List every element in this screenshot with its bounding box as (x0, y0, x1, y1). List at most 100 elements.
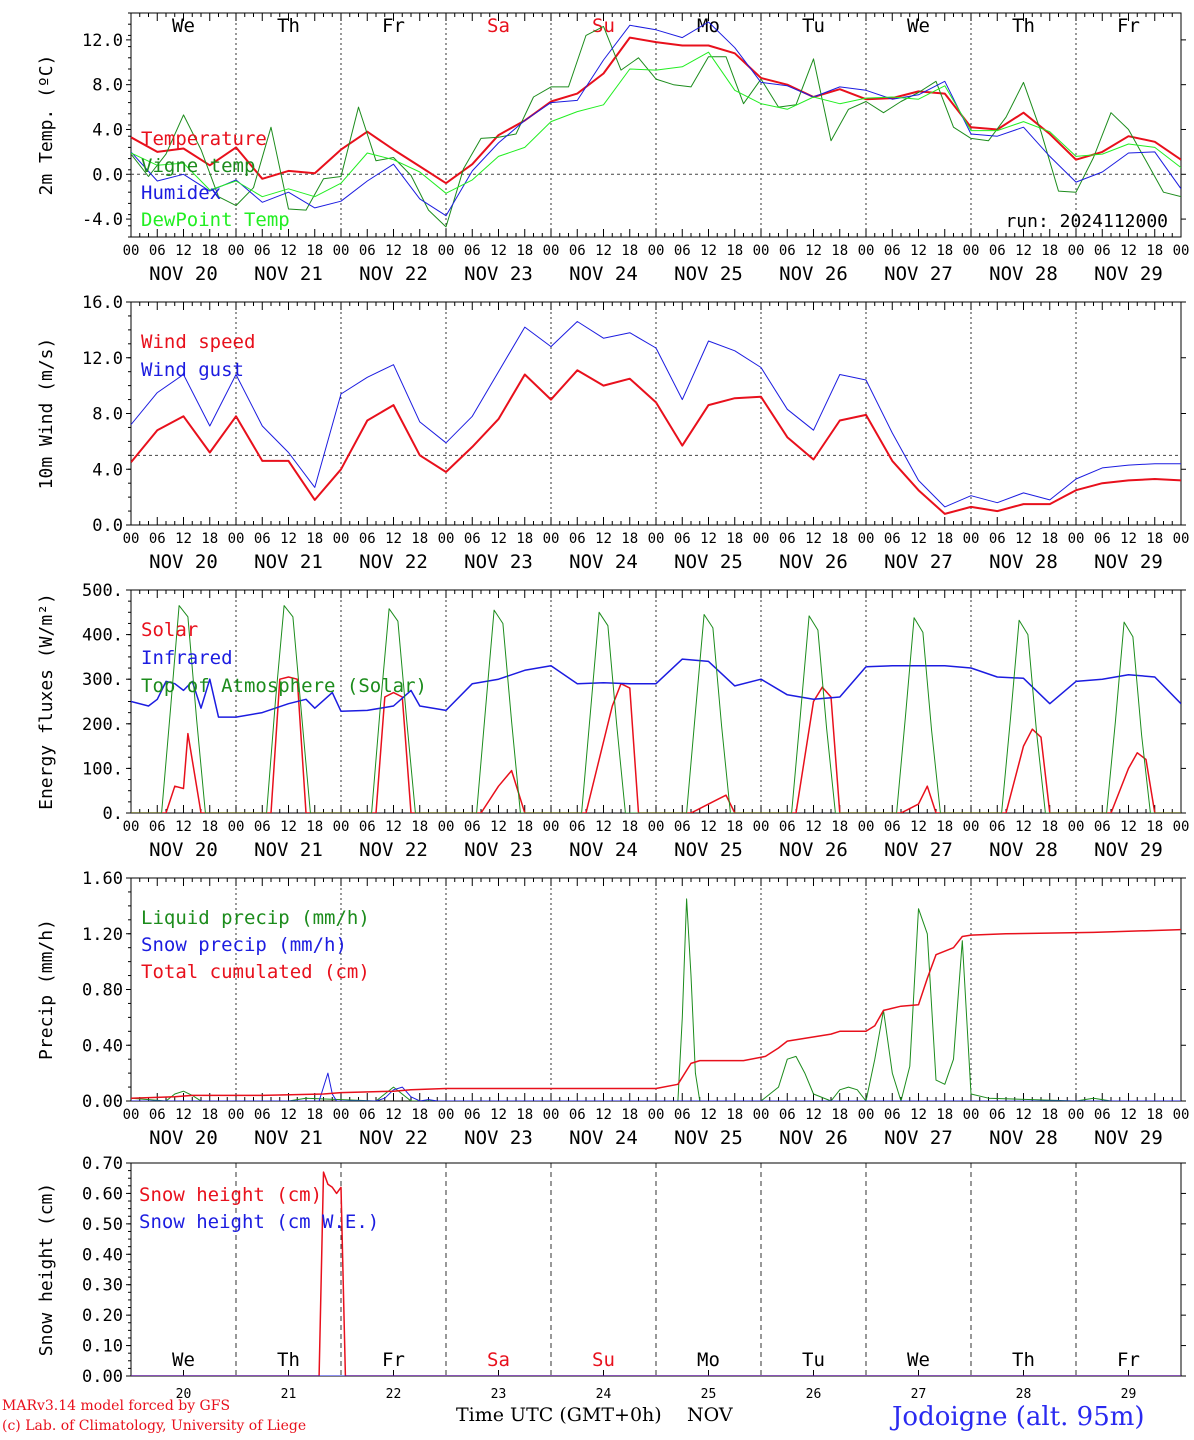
series-total-cumulated-cm (131, 928, 1181, 1099)
x-hour-label: 18 (306, 819, 323, 835)
x-hour-label: 00 (1068, 1107, 1085, 1123)
x-hour-label: 06 (674, 819, 691, 835)
y-tick-label: 0.00 (82, 1367, 123, 1387)
x-hour-label: 00 (333, 243, 350, 259)
y-axis-label: 10m Wind (m/s) (36, 338, 57, 490)
x-hour-label: 00 (1068, 243, 1085, 259)
y-tick-label: 4.0 (92, 120, 123, 140)
x-hour-label: 18 (411, 819, 428, 835)
series-top-of-atmosphere-solar (131, 605, 1181, 813)
series-humidex (131, 21, 1181, 217)
x-hour-label: 00 (1068, 531, 1085, 547)
series-liquid-precip-mm-h (131, 898, 1181, 1101)
weekday-label: We (907, 1349, 930, 1371)
x-hour-label: 06 (1094, 1107, 1111, 1123)
weekday-label: Mo (697, 15, 720, 37)
y-tick-label: 100. (82, 759, 123, 779)
x-hour-label: 18 (201, 1107, 218, 1123)
x-hour-label: 00 (1173, 243, 1190, 259)
x-hour-label: 18 (306, 243, 323, 259)
legend-entry: Wind speed (141, 331, 255, 353)
x-day-number: 29 (1121, 1387, 1137, 1402)
x-hour-label: 12 (1120, 1107, 1137, 1123)
x-hour-label: 00 (963, 531, 980, 547)
x-hour-label: 12 (490, 1107, 507, 1123)
weekday-label: Sa (487, 1349, 510, 1371)
x-hour-label: 06 (149, 1107, 166, 1123)
y-tick-label: 0. (103, 804, 123, 824)
x-hour-label: 06 (569, 243, 586, 259)
x-hour-label: 18 (831, 243, 848, 259)
x-hour-label: 12 (805, 819, 822, 835)
weekday-label: Mo (697, 1349, 720, 1371)
x-day-number: 27 (911, 1387, 927, 1402)
x-date-label: NOV 20 (149, 263, 218, 285)
x-hour-label: 06 (1094, 819, 1111, 835)
x-hour-label: 12 (385, 243, 402, 259)
y-tick-label: 0.20 (82, 1306, 123, 1326)
x-hour-label: 06 (464, 819, 481, 835)
x-hour-label: 00 (123, 243, 140, 259)
x-hour-label: 06 (254, 1107, 271, 1123)
x-day-number: 20 (176, 1387, 192, 1402)
x-hour-label: 00 (648, 819, 665, 835)
legend-entry: Snow height (cm) (139, 1184, 322, 1206)
x-hour-label: 06 (989, 531, 1006, 547)
weekday-label: Fr (1117, 1349, 1140, 1371)
x-hour-label: 00 (858, 819, 875, 835)
x-hour-label: 06 (884, 1107, 901, 1123)
panel-energy: 0. 100. 200. 300. 400. 500. Energy fluxes (W/m… (36, 581, 1189, 861)
series-solar (131, 676, 1181, 813)
x-hour-label: 06 (149, 531, 166, 547)
legend-entry: Liquid precip (mm/h) (141, 907, 370, 929)
x-hour-label: 12 (595, 243, 612, 259)
x-hour-label: 00 (123, 1107, 140, 1123)
legend-entry: Infrared (141, 647, 233, 669)
y-tick-label: 0.40 (82, 1245, 123, 1265)
x-hour-label: 18 (1041, 1107, 1058, 1123)
x-date-label: NOV 23 (464, 551, 533, 573)
x-date-label: NOV 27 (884, 839, 953, 861)
x-date-label: NOV 26 (779, 1127, 848, 1149)
x-hour-label: 18 (201, 819, 218, 835)
x-hour-label: 18 (1041, 819, 1058, 835)
y-axis-label: Precip (mm/h) (36, 919, 57, 1060)
y-tick-label: 400. (82, 626, 123, 646)
x-hour-label: 18 (201, 531, 218, 547)
x-date-label: NOV 21 (254, 839, 323, 861)
x-hour-label: 00 (648, 1107, 665, 1123)
run-label: run: 2024112000 (1005, 211, 1168, 232)
x-hour-label: 12 (1120, 819, 1137, 835)
x-hour-label: 18 (831, 1107, 848, 1123)
x-date-label: NOV 29 (1094, 1127, 1163, 1149)
y-tick-label: 200. (82, 715, 123, 735)
y-tick-label: 8.0 (92, 405, 123, 425)
x-hour-label: 18 (201, 243, 218, 259)
x-hour-label: 00 (543, 531, 560, 547)
x-hour-label: 12 (175, 531, 192, 547)
x-date-label: NOV 23 (464, 839, 533, 861)
footer-model-credit: MARv3.14 model forced by GFS (2, 1398, 231, 1414)
weekday-label: Fr (382, 15, 405, 37)
x-hour-label: 12 (280, 531, 297, 547)
x-hour-label: 00 (438, 531, 455, 547)
x-hour-label: 00 (333, 1107, 350, 1123)
x-hour-label: 12 (595, 531, 612, 547)
x-hour-label: 18 (621, 819, 638, 835)
x-hour-label: 18 (936, 243, 953, 259)
footer-station-name: Jodoigne (alt. 95m) (892, 1402, 1145, 1432)
panel-precip: 0.00 0.40 0.80 1.20 1.60 Precip (mm/h) 00 06 12 1… (36, 869, 1189, 1149)
x-hour-label: 18 (726, 531, 743, 547)
x-hour-label: 12 (385, 819, 402, 835)
x-hour-label: 12 (910, 819, 927, 835)
x-hour-label: 00 (1173, 531, 1190, 547)
x-date-label: NOV 24 (569, 1127, 638, 1149)
weekday-label: Tu (802, 1349, 825, 1371)
weekday-label: Tu (802, 15, 825, 37)
x-hour-label: 06 (779, 819, 796, 835)
series-infrared (131, 658, 1181, 718)
x-date-label: NOV 25 (674, 839, 743, 861)
x-hour-label: 18 (726, 819, 743, 835)
x-hour-label: 00 (963, 1107, 980, 1123)
x-hour-label: 18 (516, 243, 533, 259)
